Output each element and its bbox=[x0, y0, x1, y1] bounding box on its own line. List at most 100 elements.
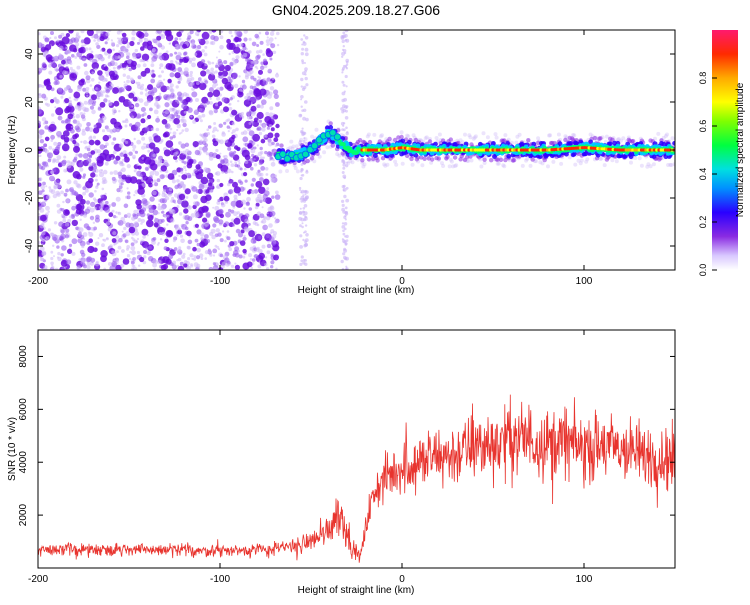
noise-dot bbox=[62, 70, 67, 75]
noise-dot bbox=[54, 146, 60, 152]
noise-dot bbox=[48, 70, 53, 75]
noise-dot bbox=[262, 80, 268, 86]
noise-dot bbox=[87, 226, 91, 231]
noise-dot bbox=[174, 236, 177, 239]
ridge-mark bbox=[637, 156, 642, 161]
noise-dot bbox=[266, 243, 272, 249]
noise-dot bbox=[303, 137, 306, 140]
noise-dot bbox=[121, 249, 125, 253]
spectrogram-xtick-label: 100 bbox=[576, 276, 593, 287]
noise-dot bbox=[49, 36, 52, 40]
noise-dot bbox=[235, 55, 240, 60]
noise-dot bbox=[196, 242, 200, 247]
noise-dot bbox=[247, 58, 252, 63]
noise-dot bbox=[50, 256, 54, 261]
noise-dot bbox=[147, 149, 151, 153]
noise-dot bbox=[154, 102, 159, 107]
noise-dot bbox=[303, 231, 305, 234]
noise-dot bbox=[244, 120, 253, 129]
noise-dot bbox=[38, 163, 41, 167]
noise-dot bbox=[157, 259, 162, 265]
noise-dot bbox=[237, 192, 241, 196]
noise-dot bbox=[100, 201, 105, 206]
noise-dot bbox=[39, 234, 45, 240]
noise-dot bbox=[62, 200, 65, 204]
noise-dot bbox=[176, 31, 182, 38]
noise-dot bbox=[80, 114, 86, 119]
noise-dot bbox=[236, 146, 241, 152]
ridge-mark bbox=[610, 158, 615, 163]
noise-dot bbox=[204, 40, 209, 45]
noise-dot bbox=[300, 255, 304, 259]
noise-dot bbox=[105, 79, 108, 82]
noise-dot bbox=[99, 144, 106, 150]
noise-dot bbox=[180, 118, 185, 123]
noise-dot bbox=[220, 159, 226, 165]
noise-dot bbox=[54, 67, 59, 71]
noise-dot bbox=[52, 244, 55, 247]
noise-dot bbox=[131, 115, 135, 119]
ridge-mark bbox=[460, 140, 465, 145]
noise-dot bbox=[248, 207, 253, 211]
noise-dot bbox=[182, 43, 188, 49]
noise-dot bbox=[184, 214, 190, 221]
ridge-core-mark bbox=[648, 148, 652, 152]
noise-dot bbox=[122, 258, 130, 265]
noise-dot bbox=[230, 264, 235, 268]
noise-dot bbox=[162, 256, 170, 264]
noise-dot bbox=[46, 84, 52, 91]
ridge-mark bbox=[445, 154, 450, 159]
ridge-blob bbox=[315, 136, 323, 144]
noise-dot bbox=[305, 170, 309, 174]
noise-dot bbox=[134, 231, 140, 236]
noise-dot bbox=[204, 143, 209, 148]
noise-dot bbox=[186, 245, 191, 250]
noise-dot bbox=[239, 167, 243, 171]
noise-dot bbox=[130, 245, 136, 251]
noise-dot bbox=[217, 232, 222, 237]
noise-dot bbox=[209, 41, 214, 45]
noise-dot bbox=[223, 195, 230, 202]
noise-dot bbox=[249, 246, 254, 251]
noise-dot bbox=[80, 198, 86, 205]
noise-dot bbox=[343, 240, 347, 244]
noise-dot bbox=[239, 240, 246, 246]
noise-dot bbox=[202, 135, 207, 140]
colorbar-tick-label: 0.6 bbox=[698, 120, 708, 133]
noise-dot bbox=[50, 61, 57, 68]
noise-dot bbox=[266, 43, 270, 46]
noise-dot bbox=[173, 117, 180, 125]
ridge-core-mark bbox=[419, 148, 423, 152]
noise-dot bbox=[300, 163, 304, 166]
noise-dot bbox=[228, 52, 231, 56]
noise-dot bbox=[196, 33, 200, 37]
noise-dot bbox=[119, 161, 124, 167]
noise-dot bbox=[299, 245, 303, 249]
noise-dot bbox=[111, 141, 115, 146]
noise-dot bbox=[225, 211, 231, 218]
noise-dot bbox=[303, 34, 306, 37]
noise-dot bbox=[57, 54, 64, 61]
noise-dot bbox=[40, 257, 45, 262]
noise-dot bbox=[115, 235, 120, 239]
noise-dot bbox=[75, 42, 80, 47]
noise-dot bbox=[96, 159, 104, 167]
noise-dot bbox=[258, 49, 263, 54]
noise-dot bbox=[228, 208, 232, 213]
ridge-core-mark bbox=[465, 148, 469, 152]
noise-dot bbox=[272, 231, 277, 236]
noise-dot bbox=[128, 257, 132, 261]
noise-dot bbox=[274, 144, 278, 148]
noise-dot bbox=[346, 131, 349, 134]
noise-dot bbox=[104, 41, 108, 45]
ridge-mark bbox=[479, 164, 484, 169]
noise-dot bbox=[41, 250, 47, 256]
ridge-mark bbox=[375, 158, 380, 163]
spectrogram-ytick-label: -40 bbox=[24, 238, 35, 253]
noise-dot bbox=[221, 96, 228, 103]
noise-dot bbox=[131, 36, 136, 41]
noise-dot bbox=[112, 137, 117, 141]
noise-dot bbox=[46, 78, 51, 83]
noise-dot bbox=[178, 132, 181, 135]
noise-dot bbox=[140, 118, 146, 124]
